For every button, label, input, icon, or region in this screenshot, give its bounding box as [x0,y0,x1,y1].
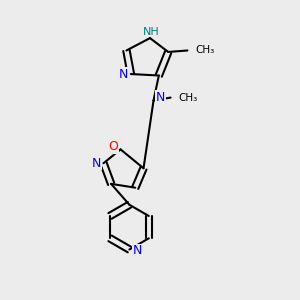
Text: N: N [92,157,101,170]
Text: CH₃: CH₃ [179,93,198,103]
Text: N: N [118,68,128,80]
Text: O: O [109,140,118,153]
Text: NH: NH [142,27,159,37]
Text: CH₃: CH₃ [196,46,215,56]
Text: N: N [156,91,165,104]
Text: N: N [132,244,142,257]
